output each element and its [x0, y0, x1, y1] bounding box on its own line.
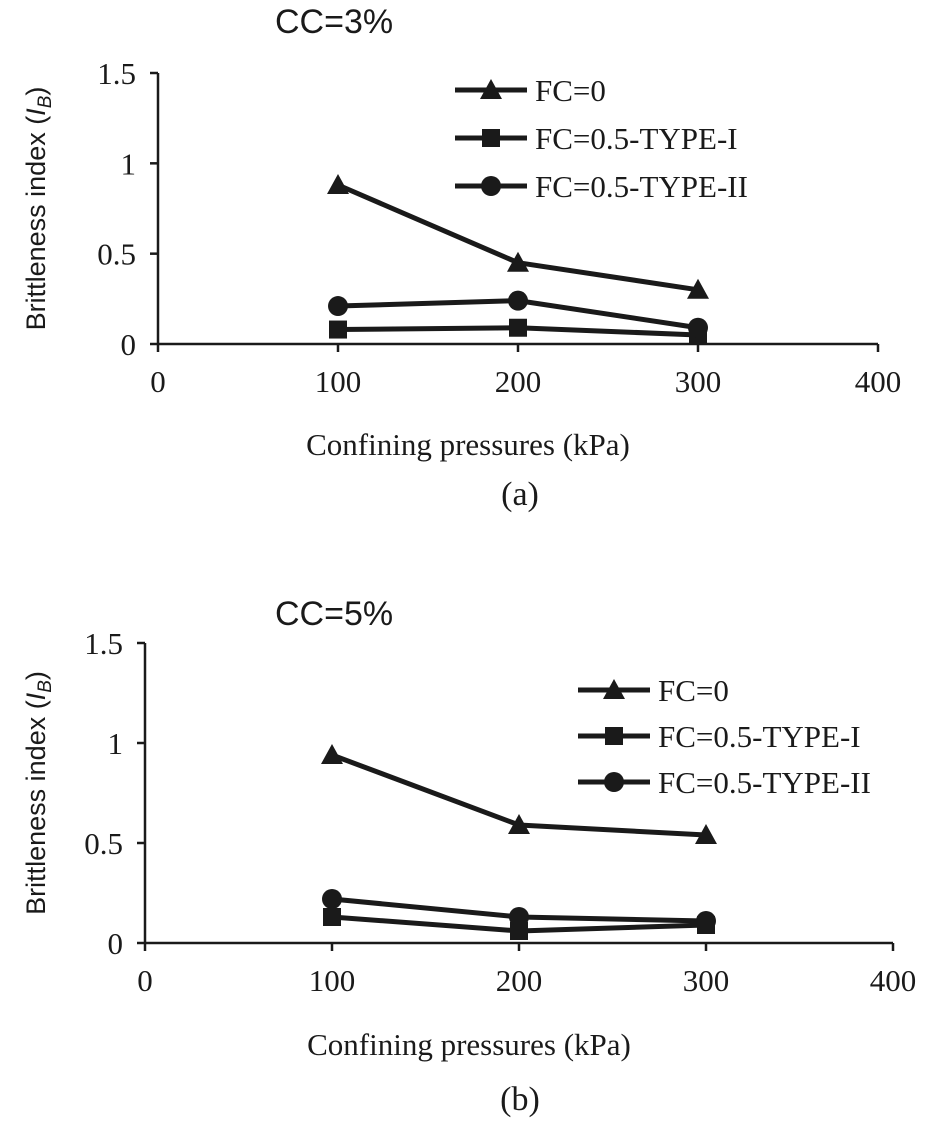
data-point-square [329, 320, 347, 339]
y-label-subscript: B [35, 95, 56, 108]
data-point-triangle [695, 824, 717, 844]
y-label-symbol: I [21, 108, 51, 116]
x-tick-label: 100 [315, 364, 362, 399]
data-point-circle [322, 889, 342, 909]
series-triangle [327, 174, 709, 299]
legend-label: FC=0.5-TYPE-II [658, 765, 871, 800]
series-triangle [321, 744, 717, 844]
legend-label: FC=0.5-TYPE-I [658, 719, 861, 754]
chart-title: CC=5% [275, 595, 393, 633]
data-point-circle [688, 317, 708, 338]
y-label-text: Brittleness index ( [21, 700, 51, 915]
x-tick-label: 400 [870, 963, 917, 998]
data-point-triangle [327, 174, 349, 195]
x-tick-label: 0 [137, 963, 153, 998]
data-point-triangle [321, 744, 343, 764]
x-tick-label: 200 [496, 963, 543, 998]
y-label-symbol: I [21, 692, 51, 700]
y-tick-label: 1.5 [84, 626, 123, 661]
data-point-square [510, 922, 528, 940]
data-point-square [323, 908, 341, 926]
y-axis-label: Brittleness index (IB) [21, 671, 56, 915]
y-label-close: ) [21, 671, 51, 680]
y-tick-label: 0 [121, 327, 137, 362]
series-circle [328, 290, 708, 338]
series-circle [322, 889, 716, 931]
legend-marker-circle [604, 772, 624, 792]
y-tick-label: 1.5 [97, 56, 136, 91]
y-axis-label: Brittleness index (IB) [21, 87, 56, 331]
legend-label: FC=0.5-TYPE-I [535, 121, 738, 156]
chart-title: CC=3% [275, 3, 393, 41]
data-point-square [509, 318, 527, 337]
x-axis-label: Confining pressures (kPa) [306, 427, 630, 462]
y-tick-label: 1 [121, 146, 137, 181]
x-tick-label: 300 [683, 963, 730, 998]
y-tick-label: 1 [108, 726, 124, 761]
panel-b: CC=5% 0 100 200 300 400 0 0.5 1 1.5 Brittleness in… [21, 595, 916, 1118]
legend-marker-triangle [480, 79, 502, 99]
x-tick-label: 300 [675, 364, 722, 399]
legend-marker-square [605, 727, 623, 745]
data-point-triangle [508, 814, 530, 834]
y-label-close: ) [21, 87, 51, 96]
legend-marker-circle [481, 176, 501, 196]
panel-a: CC=3% 0 100 200 300 400 0 0.5 1 1.5 Brittleness in… [21, 3, 901, 513]
data-point-circle [508, 290, 528, 311]
y-label-subscript: B [35, 680, 56, 693]
data-point-triangle [687, 278, 709, 299]
panel-caption: (a) [501, 476, 539, 513]
legend-label: FC=0 [535, 73, 606, 108]
y-tick-label: 0 [108, 926, 124, 961]
panel-caption: (b) [500, 1081, 540, 1118]
data-point-circle [509, 907, 529, 927]
x-tick-label: 100 [309, 963, 356, 998]
data-point-circle [328, 296, 348, 317]
y-tick-label: 0.5 [97, 237, 136, 272]
legend-label: FC=0 [658, 673, 729, 708]
x-axis-label: Confining pressures (kPa) [307, 1027, 631, 1062]
legend-marker-triangle [603, 679, 625, 699]
x-tick-label: 200 [495, 364, 542, 399]
legend-marker-square [482, 129, 500, 147]
x-tick-label: 0 [150, 364, 166, 399]
x-tick-label: 400 [855, 364, 902, 399]
y-tick-label: 0.5 [84, 826, 123, 861]
data-point-triangle [507, 251, 529, 272]
legend-label: FC=0.5-TYPE-II [535, 169, 748, 204]
data-point-circle [696, 911, 716, 931]
y-label-text: Brittleness index ( [21, 116, 51, 331]
